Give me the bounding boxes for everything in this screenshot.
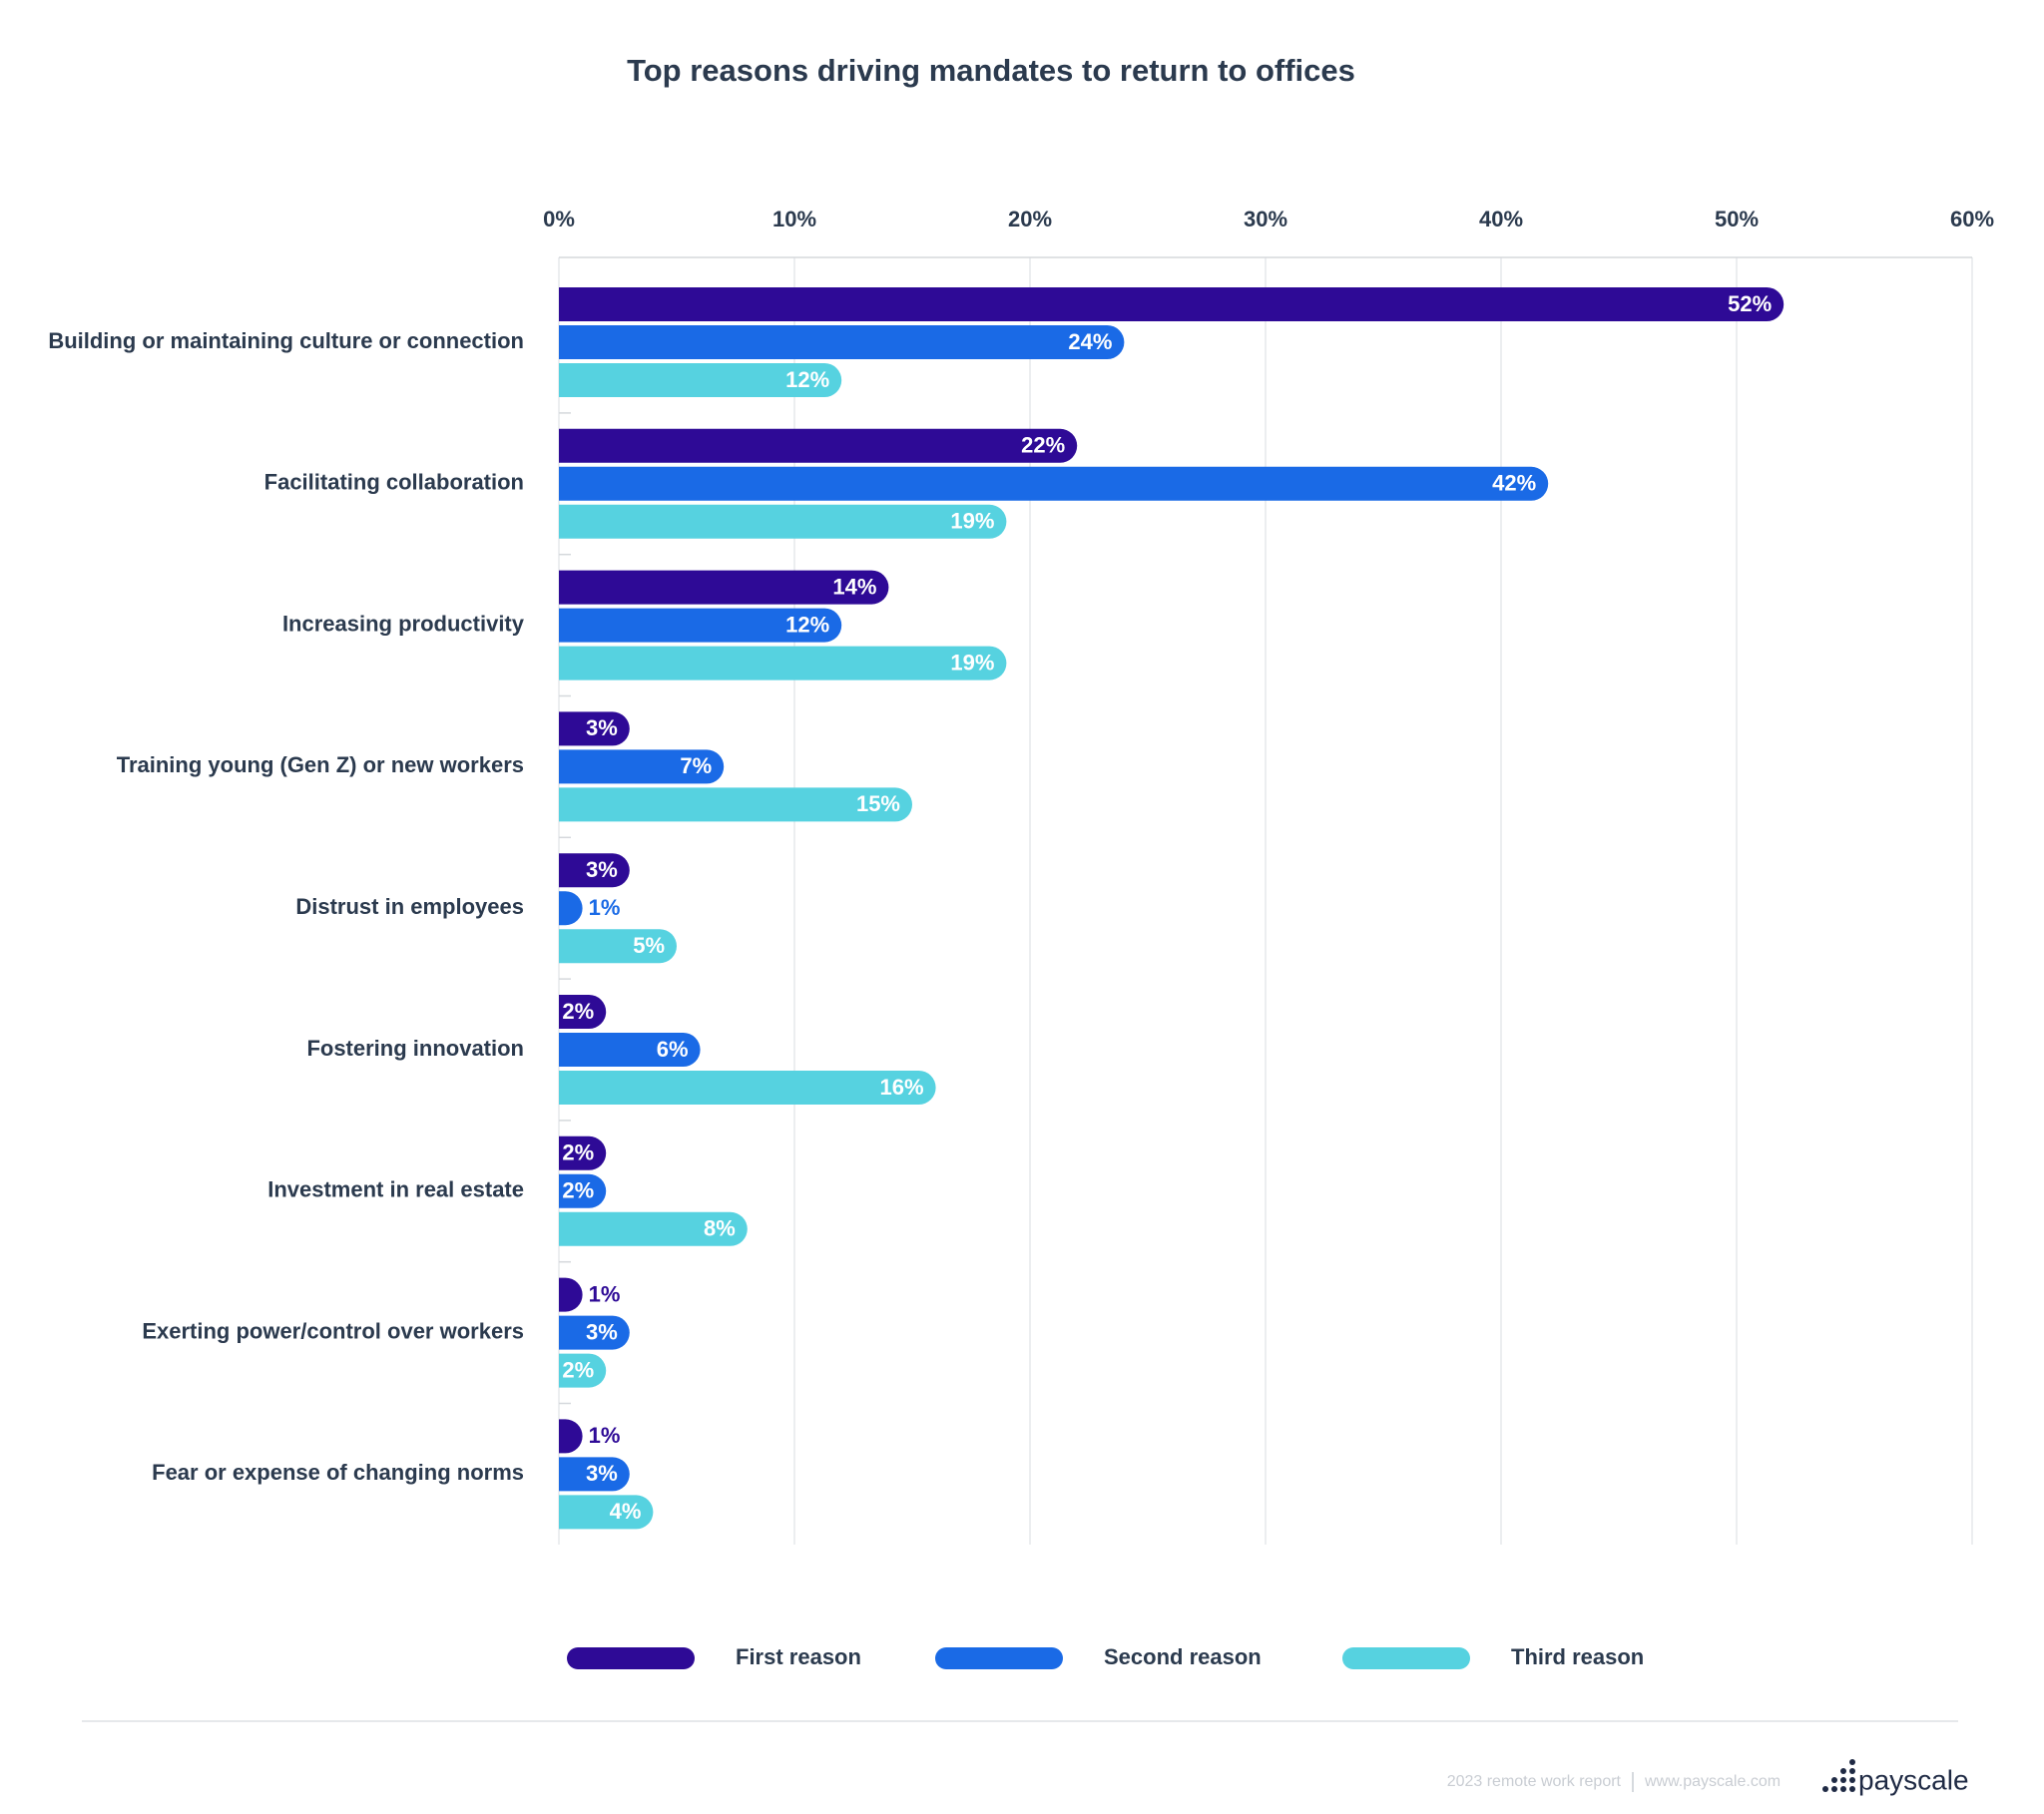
category-label: Increasing productivity: [282, 611, 525, 636]
value-label: 3%: [586, 715, 618, 740]
value-label: 12%: [785, 612, 829, 637]
bar: [559, 608, 842, 643]
category-label: Building or maintaining culture or conne…: [48, 328, 524, 353]
bar: [559, 929, 677, 964]
category-label: Fear or expense of changing norms: [152, 1460, 524, 1485]
bar: [559, 1211, 748, 1246]
value-label: 2%: [562, 1178, 594, 1203]
logo-text: payscale: [1858, 1764, 1969, 1795]
logo-icon: [1822, 1759, 1855, 1792]
category-label: Distrust in employees: [295, 894, 524, 919]
value-label: 19%: [950, 650, 994, 675]
value-label: 42%: [1492, 471, 1536, 496]
bar: [559, 570, 889, 605]
value-label: 16%: [880, 1075, 924, 1100]
value-label: 19%: [950, 509, 994, 534]
footer-report: 2023 remote work report: [1447, 1773, 1622, 1790]
bar: [559, 428, 1078, 463]
x-tick-label: 20%: [1008, 207, 1052, 231]
value-label: 2%: [562, 1357, 594, 1382]
value-label: 1%: [589, 1281, 621, 1306]
x-tick-label: 40%: [1479, 207, 1523, 231]
bar: [559, 749, 725, 784]
x-tick-label: 50%: [1715, 207, 1759, 231]
legend-swatch: [567, 1647, 695, 1669]
value-label: 6%: [657, 1037, 689, 1062]
bar: [559, 287, 1785, 321]
bar: [559, 787, 912, 822]
value-label: 1%: [589, 895, 621, 920]
category-label: Facilitating collaboration: [264, 470, 524, 495]
bar: [559, 1419, 583, 1454]
value-label: 3%: [586, 857, 618, 882]
category-label: Training young (Gen Z) or new workers: [117, 752, 524, 777]
value-label: 4%: [610, 1499, 642, 1524]
value-label: 52%: [1728, 291, 1772, 316]
category-label: Fostering innovation: [306, 1036, 524, 1061]
footer-url: www.payscale.com: [1644, 1773, 1781, 1790]
value-label: 7%: [680, 753, 712, 778]
x-tick-label: 0%: [543, 207, 575, 231]
bar: [559, 1277, 583, 1312]
bar: [559, 1135, 607, 1170]
value-label: 1%: [589, 1423, 621, 1448]
value-label: 12%: [785, 367, 829, 392]
bar: [559, 1071, 936, 1105]
bar: [559, 891, 583, 926]
value-label: 3%: [586, 1461, 618, 1486]
value-label: 14%: [832, 574, 876, 599]
value-label: 22%: [1021, 433, 1065, 458]
value-label: 2%: [562, 1140, 594, 1165]
chart-title: Top reasons driving mandates to return t…: [627, 53, 1355, 88]
bar: [559, 1457, 630, 1492]
bar: [559, 504, 1007, 539]
bar: [559, 646, 1007, 680]
category-label: Exerting power/control over workers: [142, 1318, 524, 1343]
bar: [559, 1315, 630, 1350]
value-label: 24%: [1068, 329, 1112, 354]
legend-label: Third reason: [1511, 1644, 1644, 1669]
bar: [559, 1353, 607, 1388]
value-label: 5%: [633, 933, 665, 958]
bar: [559, 1495, 654, 1530]
legend-swatch: [935, 1647, 1063, 1669]
legend-label: Second reason: [1104, 1644, 1262, 1669]
bar: [559, 1033, 701, 1067]
x-tick-label: 60%: [1950, 207, 1994, 231]
bar: [559, 363, 842, 397]
value-label: 8%: [704, 1216, 736, 1241]
bar: [559, 711, 630, 746]
bar: [559, 995, 607, 1029]
bar: [559, 853, 630, 888]
value-label: 2%: [562, 999, 594, 1024]
legend-label: First reason: [736, 1644, 861, 1669]
legend-swatch: [1342, 1647, 1470, 1669]
value-label: 15%: [856, 791, 900, 816]
x-tick-label: 30%: [1244, 207, 1287, 231]
x-tick-label: 10%: [772, 207, 816, 231]
bar: [559, 325, 1125, 359]
bar: [559, 1173, 607, 1208]
bar: [559, 466, 1549, 501]
value-label: 3%: [586, 1319, 618, 1344]
category-label: Investment in real estate: [267, 1177, 524, 1202]
